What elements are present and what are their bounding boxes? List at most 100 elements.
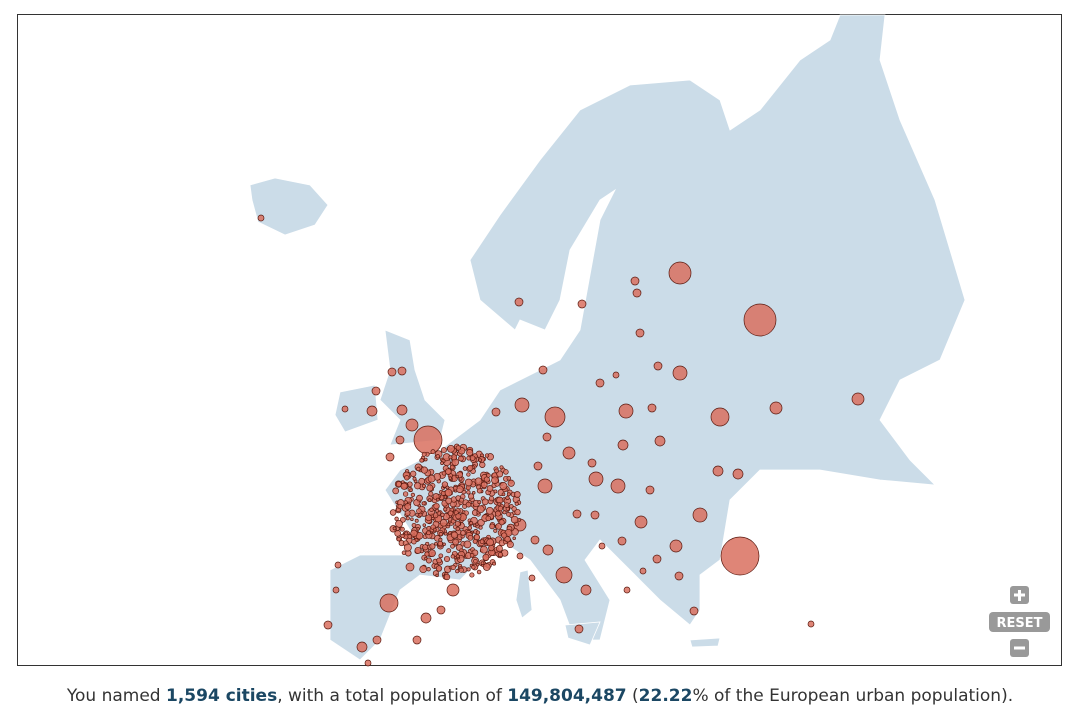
city [479, 539, 485, 545]
city [428, 491, 434, 497]
city [466, 567, 471, 572]
city [807, 620, 815, 628]
city [472, 523, 477, 528]
city [467, 464, 474, 472]
city [419, 458, 424, 463]
city [443, 507, 448, 512]
city [440, 447, 447, 454]
city [562, 446, 576, 460]
city [720, 536, 760, 576]
city [617, 439, 629, 451]
city-count: 1,594 cities [166, 686, 278, 706]
city [480, 561, 485, 566]
city [476, 569, 482, 575]
city [257, 214, 265, 222]
city [455, 513, 462, 520]
city [460, 530, 466, 536]
city [427, 498, 432, 502]
city [389, 509, 397, 516]
city [493, 489, 498, 494]
share: 22.22 [638, 686, 693, 706]
city [438, 553, 444, 559]
city [710, 407, 730, 427]
city [425, 557, 432, 564]
city [469, 521, 474, 526]
city [397, 366, 407, 376]
city [595, 378, 605, 388]
city [404, 475, 410, 481]
city [410, 517, 414, 521]
city [654, 435, 666, 447]
city [499, 465, 504, 470]
city [469, 455, 476, 461]
city [580, 584, 592, 596]
city [435, 573, 439, 578]
city [533, 461, 543, 471]
city [445, 468, 452, 475]
city [445, 497, 453, 505]
sicily [564, 621, 601, 646]
city [414, 482, 422, 490]
city [469, 553, 475, 558]
city [372, 635, 382, 645]
city [617, 536, 627, 546]
city [410, 529, 418, 537]
city [371, 386, 381, 396]
city [477, 500, 482, 505]
city [459, 497, 464, 503]
city [528, 574, 536, 582]
city [486, 473, 491, 478]
zoom-controls: RESET [989, 586, 1050, 657]
city [420, 466, 428, 474]
city [851, 392, 865, 406]
city [436, 557, 442, 564]
city [506, 492, 511, 497]
city [482, 563, 491, 571]
city [435, 508, 440, 513]
city [612, 371, 620, 379]
city [455, 445, 462, 451]
city [416, 508, 422, 514]
city [497, 505, 504, 512]
city [420, 612, 432, 624]
city [450, 564, 456, 571]
city [441, 481, 449, 488]
city [484, 453, 490, 458]
city [412, 476, 417, 481]
city [400, 482, 408, 490]
city [473, 558, 478, 564]
city [399, 526, 405, 532]
city [634, 515, 648, 529]
city [623, 586, 631, 594]
city [692, 507, 708, 523]
text: You named [66, 686, 166, 706]
reset-button[interactable] [989, 612, 1050, 632]
city [544, 406, 566, 428]
city [430, 449, 436, 455]
city [447, 444, 455, 453]
city [465, 501, 472, 508]
city [395, 435, 405, 445]
plus-icon [1014, 590, 1025, 601]
city [433, 502, 440, 510]
city [538, 365, 548, 375]
city [396, 404, 408, 416]
city [451, 531, 458, 539]
city [506, 476, 512, 481]
city [630, 276, 640, 286]
city [645, 485, 655, 495]
black-sea [730, 482, 840, 538]
city [577, 299, 587, 309]
corsica-sardinia [515, 569, 533, 619]
city [423, 457, 428, 462]
city [410, 492, 416, 498]
city [497, 502, 502, 507]
city [514, 501, 519, 506]
city [471, 565, 476, 570]
city [495, 523, 502, 530]
city [510, 515, 519, 524]
city [489, 523, 495, 530]
population: 149,804,487 [507, 686, 627, 706]
city [452, 538, 459, 546]
